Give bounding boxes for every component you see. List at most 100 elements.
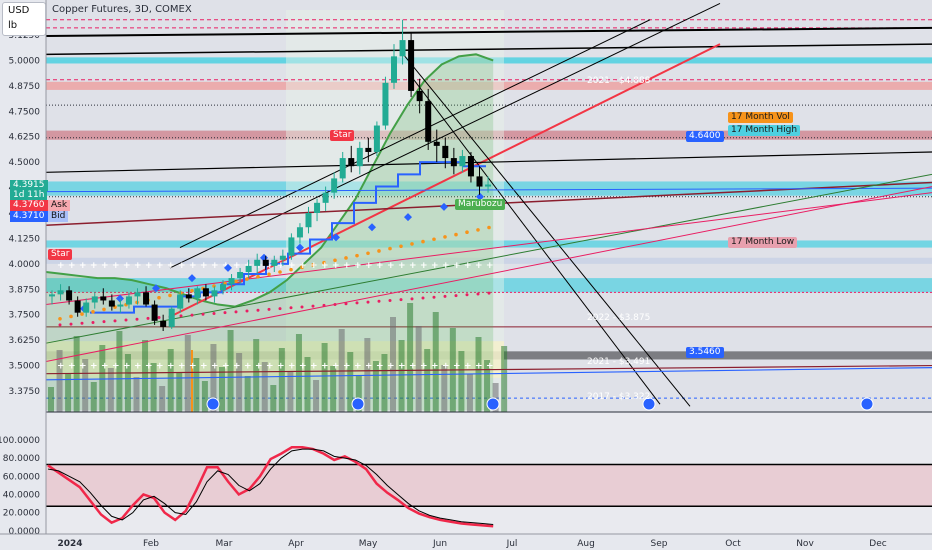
red-dot bbox=[366, 300, 370, 304]
plus-mark: + bbox=[101, 261, 109, 271]
volume-bar bbox=[270, 385, 277, 412]
candle-body-43 bbox=[416, 90, 423, 102]
zone-5 bbox=[46, 257, 932, 264]
candle-body-50 bbox=[476, 176, 483, 187]
plus-mark: + bbox=[112, 261, 120, 271]
plus-mark: + bbox=[453, 261, 461, 271]
zone-2 bbox=[46, 130, 932, 140]
red-dot bbox=[190, 313, 194, 317]
candle-body-27 bbox=[279, 255, 286, 260]
trendline-8 bbox=[409, 74, 661, 405]
volume-bar bbox=[372, 361, 379, 412]
currency-label[interactable]: USD bbox=[8, 5, 30, 16]
candle-body-38 bbox=[373, 125, 380, 152]
event-marker-4 bbox=[860, 397, 874, 411]
red-dot bbox=[465, 293, 469, 297]
volume-bar bbox=[90, 382, 97, 412]
plus-mark: + bbox=[431, 362, 439, 372]
vol-tag: 17 Month Vol bbox=[728, 112, 793, 123]
diamond-marker bbox=[404, 213, 412, 222]
volume-bar bbox=[458, 351, 465, 412]
high-price-tag: 4.6400 bbox=[686, 131, 724, 142]
candle-body-12 bbox=[151, 304, 158, 321]
time-axis-ticks: 2024 Feb Mar Apr May Jun Jul Aug Sep Oct Nov Dec bbox=[57, 539, 886, 549]
red-dot bbox=[157, 316, 161, 320]
plus-mark: + bbox=[387, 261, 395, 271]
orange-dot bbox=[388, 246, 392, 251]
trendline-7 bbox=[399, 49, 691, 407]
plus-mark: + bbox=[167, 362, 175, 372]
plus-mark: + bbox=[211, 261, 219, 271]
trendlines bbox=[45, 3, 932, 407]
orange-dot bbox=[168, 293, 172, 298]
candle-body-11 bbox=[143, 292, 150, 305]
red-dot bbox=[399, 298, 403, 302]
diamond-marker bbox=[368, 223, 376, 232]
candle-body-51 bbox=[485, 184, 492, 187]
plus-mark: + bbox=[354, 261, 362, 271]
diamond-marker bbox=[224, 263, 232, 272]
candle-body-33 bbox=[331, 178, 338, 193]
candle-body-6 bbox=[100, 296, 107, 301]
plus-mark: + bbox=[90, 362, 98, 372]
candle-body-8 bbox=[117, 304, 124, 307]
zone-0 bbox=[46, 57, 932, 64]
orange-dot bbox=[267, 272, 271, 277]
candle-body-28 bbox=[288, 237, 295, 256]
red-dot bbox=[311, 304, 315, 308]
x-tick-label-0: 2024 bbox=[57, 539, 82, 549]
candle-body-1 bbox=[57, 290, 64, 295]
candle-body-22 bbox=[237, 271, 244, 279]
plus-mark: + bbox=[178, 362, 186, 372]
plus-mark: + bbox=[68, 362, 76, 372]
plus-mark: + bbox=[453, 362, 461, 372]
plus-mark: + bbox=[266, 362, 274, 372]
stoch-tick-label-0: 100.0000 bbox=[0, 436, 40, 446]
red-dot bbox=[102, 320, 106, 324]
stoch-tick-label-1: 80.0000 bbox=[3, 454, 40, 464]
y-tick-bg bbox=[0, 257, 45, 270]
diamond-marker bbox=[440, 202, 448, 211]
diamond-marker bbox=[332, 233, 340, 242]
plus-mark: + bbox=[486, 261, 494, 271]
y-tick-label-0: 5.1250 bbox=[9, 31, 41, 41]
volume-bar bbox=[65, 373, 72, 412]
countdown-label: 1d 11h bbox=[10, 190, 48, 201]
diamond-marker bbox=[152, 284, 160, 293]
candle-body-45 bbox=[433, 141, 440, 146]
candle-body-7 bbox=[108, 300, 115, 307]
x-tick-label-1: Feb bbox=[143, 539, 159, 549]
orange-dot bbox=[355, 253, 359, 258]
plus-mark: + bbox=[233, 362, 241, 372]
candle-body-37 bbox=[365, 147, 372, 152]
volume-bar bbox=[347, 352, 354, 412]
plus-mark: + bbox=[409, 362, 417, 372]
plus-mark: + bbox=[376, 362, 384, 372]
blue-price-tag: 3.5460 bbox=[686, 347, 724, 358]
red-dot bbox=[443, 294, 447, 298]
candle-body-0 bbox=[49, 294, 55, 297]
unit-label[interactable]: lb bbox=[8, 20, 18, 31]
ma-band bbox=[46, 54, 494, 411]
candle-body-36 bbox=[356, 147, 363, 167]
ma-line bbox=[45, 53, 494, 308]
plus-mark: + bbox=[211, 362, 219, 372]
zone-6 bbox=[46, 278, 932, 293]
scale-toolbox[interactable]: USD lb bbox=[2, 2, 46, 36]
volume-bar bbox=[133, 377, 140, 412]
x-tick-label-5: Jun bbox=[432, 539, 447, 549]
high-tag: 17 Month High bbox=[728, 125, 801, 136]
plus-mark: + bbox=[343, 261, 351, 271]
candle-body-35 bbox=[348, 158, 355, 167]
volume-bar bbox=[381, 354, 388, 412]
red-dot bbox=[322, 303, 326, 307]
y-tick-label-3: 4.7500 bbox=[9, 107, 41, 117]
last-price-label: 4.3915 bbox=[10, 180, 48, 191]
y-tick-bg bbox=[0, 232, 45, 245]
y-tick-bg bbox=[0, 79, 45, 92]
orange-dot bbox=[300, 265, 304, 270]
plus-mark: + bbox=[299, 261, 307, 271]
volume-bar bbox=[475, 337, 482, 412]
red-dot bbox=[344, 302, 348, 306]
